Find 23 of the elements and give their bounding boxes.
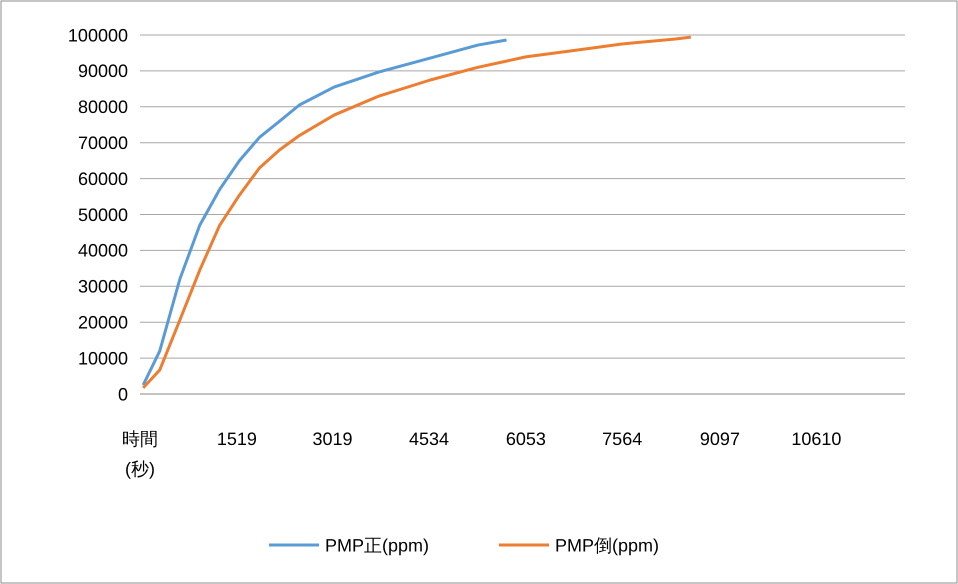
line-series — [142, 38, 508, 387]
x-tick-label: 4534 — [409, 429, 450, 449]
y-tick-label: 70000 — [78, 133, 128, 153]
y-tick-label: 80000 — [78, 97, 128, 118]
x-tick-label: 10610 — [791, 429, 842, 449]
x-tick-label: 7564 — [602, 429, 642, 449]
y-tick-label: 30000 — [78, 276, 128, 297]
y-tick-label: 100000 — [68, 25, 128, 46]
y-tick-label: 50000 — [78, 204, 128, 225]
legend-label: PMP正(ppm) — [325, 535, 430, 556]
y-tick-label: 60000 — [78, 168, 128, 189]
y-tick-label: 40000 — [78, 240, 128, 261]
x-tick-label: 1519 — [216, 429, 257, 449]
y-tick-label: 10000 — [78, 348, 128, 368]
x-tick-label: 9097 — [700, 429, 740, 449]
x-axis-title: 時間(秒) — [122, 429, 158, 479]
x-tick-label: 6053 — [506, 429, 546, 449]
y-tick-label: 20000 — [78, 312, 128, 332]
x-tick-label: 3019 — [312, 429, 352, 449]
legend-label: PMP倒(ppm) — [555, 535, 660, 556]
y-tick-label: 0 — [118, 384, 128, 404]
line-series — [142, 36, 692, 390]
y-tick-label: 90000 — [78, 61, 128, 82]
